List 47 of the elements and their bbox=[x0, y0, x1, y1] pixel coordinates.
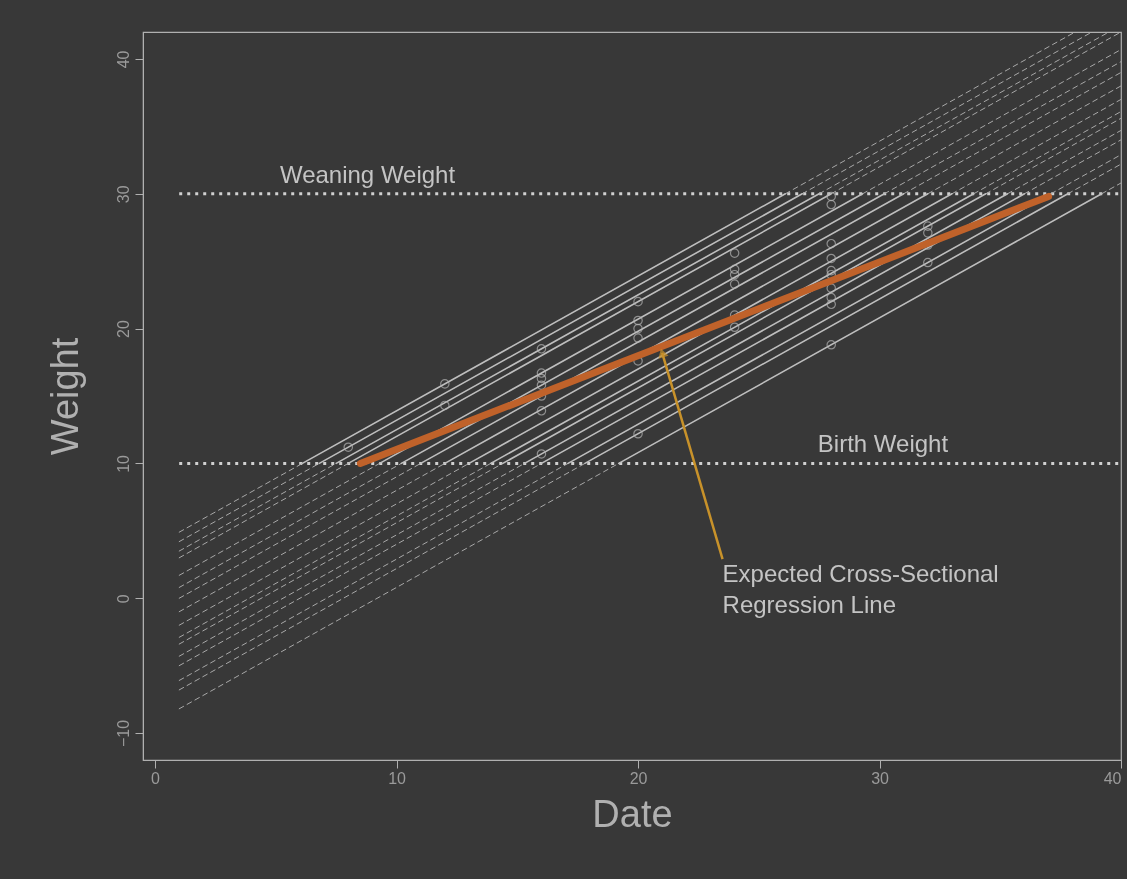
y-tick-label: 20 bbox=[114, 320, 132, 338]
ref-line-label: Birth Weight bbox=[817, 430, 949, 458]
point bbox=[826, 253, 837, 264]
x-tick-label: 10 bbox=[388, 769, 407, 787]
point bbox=[923, 228, 933, 238]
point bbox=[826, 292, 837, 303]
point bbox=[826, 191, 837, 202]
point bbox=[343, 442, 354, 452]
point bbox=[633, 323, 643, 334]
point bbox=[826, 199, 837, 210]
point bbox=[536, 373, 547, 384]
x-axis-title: Date bbox=[592, 792, 673, 835]
point bbox=[536, 406, 547, 416]
point bbox=[633, 296, 643, 307]
point bbox=[923, 257, 933, 268]
annotation: Expected Cross-Sectional Regression Line bbox=[722, 560, 999, 619]
x-tick-label: 40 bbox=[1103, 769, 1122, 787]
point bbox=[826, 340, 837, 350]
point bbox=[826, 238, 837, 249]
y-tick-label: 0 bbox=[114, 594, 132, 604]
point bbox=[633, 315, 643, 326]
point bbox=[729, 279, 740, 289]
point bbox=[729, 322, 740, 333]
x-tick-label: 20 bbox=[629, 769, 648, 787]
y-axis-title: Weight bbox=[43, 337, 86, 456]
point bbox=[440, 379, 450, 389]
y-tick-label: 40 bbox=[114, 50, 132, 69]
point bbox=[826, 299, 837, 310]
point bbox=[826, 283, 837, 293]
point bbox=[729, 248, 740, 258]
x-tick-label: 30 bbox=[871, 769, 890, 787]
point bbox=[633, 333, 643, 343]
point bbox=[729, 264, 740, 275]
x-tick-label: 0 bbox=[151, 769, 161, 787]
point bbox=[923, 221, 933, 231]
y-tick-label: 30 bbox=[114, 185, 132, 204]
point bbox=[729, 269, 740, 280]
ref-line-label: Weaning Weight bbox=[279, 160, 456, 188]
point bbox=[536, 344, 547, 354]
y-tick-label: −10 bbox=[114, 719, 132, 748]
point bbox=[826, 265, 837, 276]
point bbox=[536, 368, 547, 378]
point bbox=[633, 428, 643, 439]
point bbox=[536, 449, 547, 459]
y-tick-label: 10 bbox=[114, 454, 132, 473]
point bbox=[536, 380, 547, 390]
point bbox=[440, 400, 450, 411]
